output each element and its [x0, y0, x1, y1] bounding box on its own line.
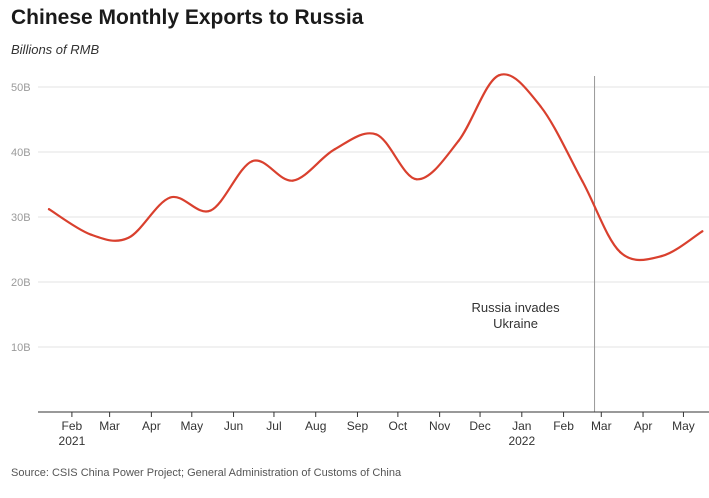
grid-layer: [38, 86, 709, 348]
data-point: [47, 208, 51, 211]
x-tick-label: Feb: [553, 419, 574, 433]
y-tick-label: 20B: [11, 277, 31, 289]
source-note: Source: CSIS China Power Project; Genera…: [11, 467, 402, 479]
x-tick-label: Mar: [99, 419, 120, 433]
x-tick-label: May: [672, 419, 695, 433]
x-tick-label: Jul: [266, 419, 281, 433]
x-tick-year-label: 2021: [59, 434, 86, 448]
data-point: [415, 178, 418, 181]
y-tick-label: 50B: [11, 82, 31, 94]
data-point: [581, 180, 584, 183]
data-point: [333, 148, 336, 151]
data-point: [127, 236, 130, 239]
data-point: [89, 233, 92, 236]
x-tick-label: Nov: [429, 419, 450, 433]
data-point: [209, 209, 212, 212]
x-tick-label: Oct: [389, 419, 408, 433]
x-tick-label: Jan: [512, 419, 531, 433]
x-tick-label: Dec: [469, 419, 490, 433]
x-tick-label: Feb: [62, 419, 83, 433]
y-tick-label: 30B: [11, 212, 31, 224]
data-point: [660, 254, 663, 258]
series-layer: [47, 73, 704, 262]
x-tick-label: Sep: [347, 419, 369, 433]
y-axis: 10B 20B 30B 40B 50B: [11, 82, 31, 354]
annotation-label: Russia invades: [471, 300, 560, 315]
chart-subtitle: Billions of RMB: [11, 42, 100, 57]
chart-title: Chinese Monthly Exports to Russia: [11, 6, 364, 29]
x-tick-label: Mar: [591, 419, 612, 433]
x-tick-label: Apr: [634, 419, 653, 433]
x-tick-label: May: [180, 419, 203, 433]
data-point: [619, 251, 622, 254]
y-tick-label: 40B: [11, 147, 31, 159]
data-point: [497, 74, 501, 77]
x-tick-label: Apr: [142, 419, 161, 433]
x-tick-year-label: 2022: [508, 434, 535, 448]
data-point: [457, 139, 460, 143]
series-line: [47, 73, 704, 262]
x-tick-label: Aug: [305, 419, 326, 433]
data-point: [169, 196, 172, 199]
x-tick-label: Jun: [224, 419, 243, 433]
data-point: [251, 160, 254, 163]
data-point: [539, 105, 542, 108]
annotation-label: Ukraine: [493, 316, 538, 331]
data-point: [291, 179, 294, 182]
data-point: [701, 230, 704, 233]
data-point: [375, 133, 378, 136]
y-tick-label: 10B: [11, 342, 31, 354]
